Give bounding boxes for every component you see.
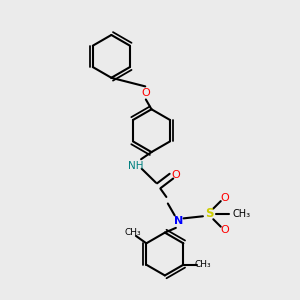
Text: O: O [220,225,229,235]
Text: N: N [174,216,183,226]
Text: CH₃: CH₃ [232,209,251,219]
Text: O: O [141,88,150,98]
Text: CH₃: CH₃ [194,260,211,269]
Text: O: O [220,193,229,202]
Text: S: S [205,207,214,220]
Text: NH: NH [128,161,143,171]
Text: O: O [171,170,180,180]
Text: CH₃: CH₃ [124,227,141,236]
